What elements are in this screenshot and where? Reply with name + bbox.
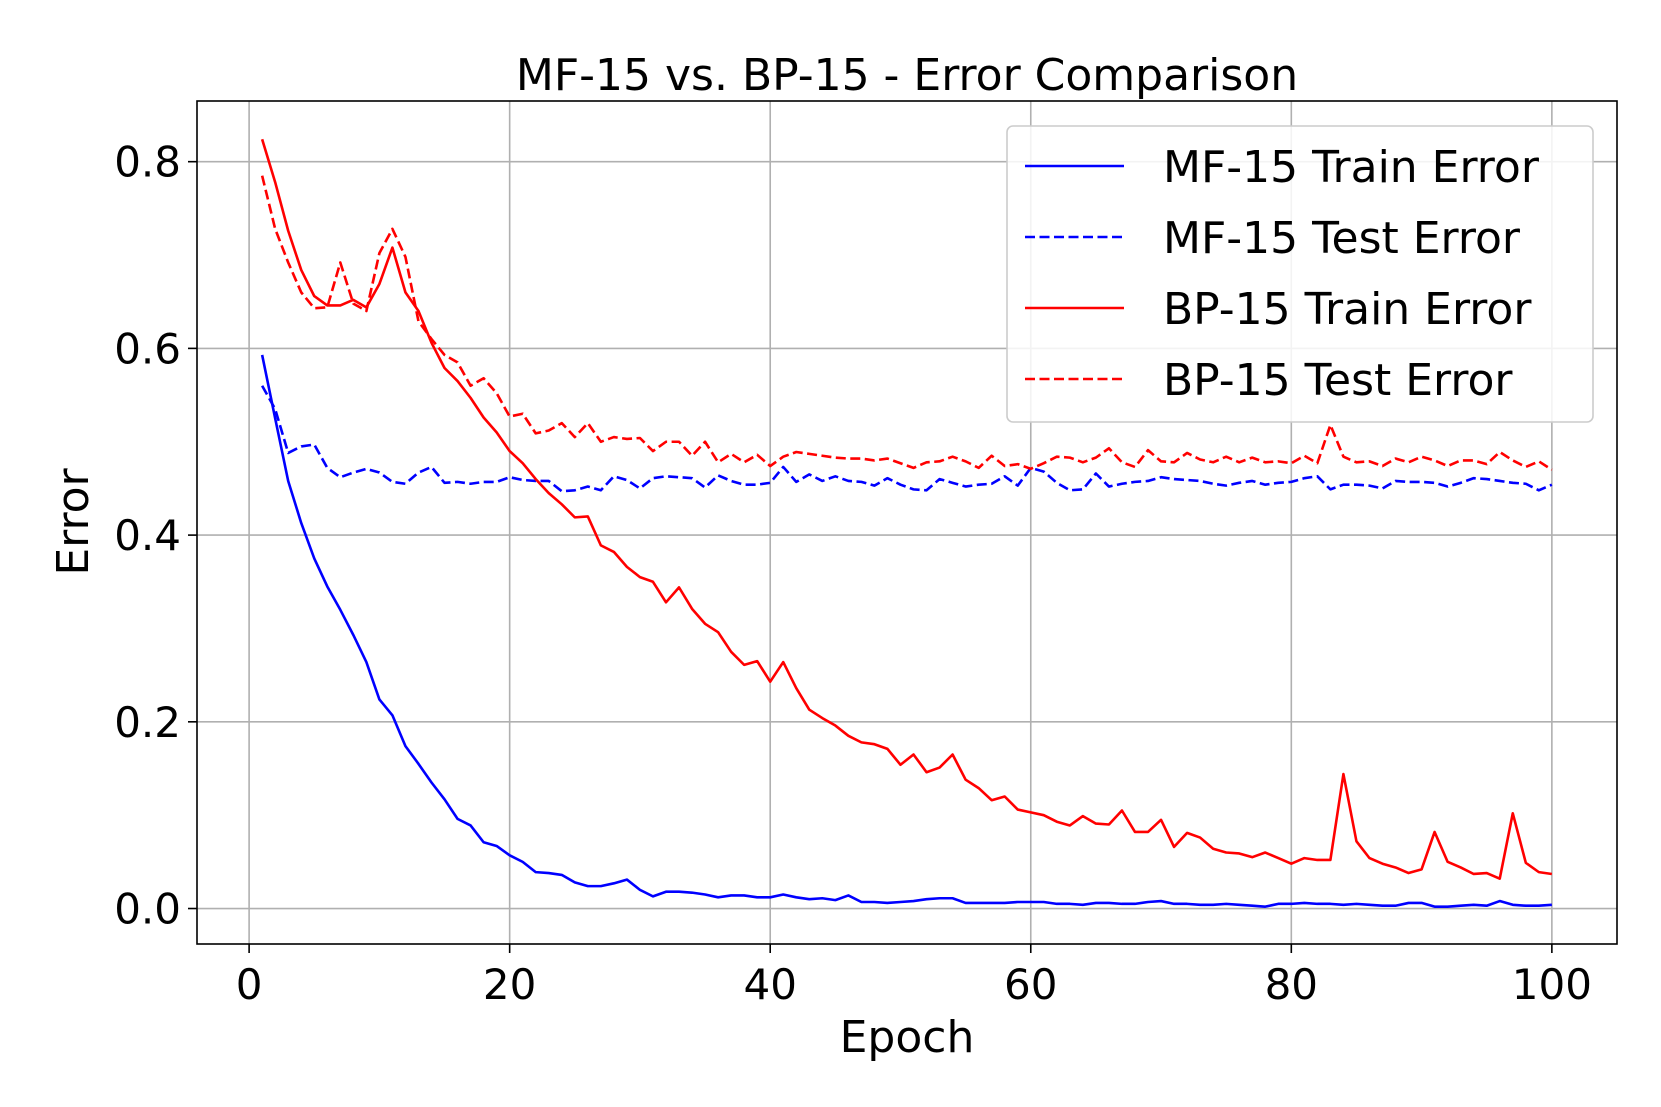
y-tick-label: 0.8 [114, 138, 181, 187]
y-tick-label: 0.4 [114, 511, 181, 560]
x-tick-label: 40 [743, 960, 796, 1009]
series-line-bp-15-test-error [260, 175, 1553, 471]
series-line-bp-15-train-error [260, 138, 1553, 880]
x-axis-label: Epoch [840, 1012, 975, 1063]
legend-box [1006, 125, 1594, 423]
y-tick-label: 0.6 [114, 324, 181, 373]
ticks: 0 20 40 60 80 100 0.0 0.2 0.4 0.6 0.8 [114, 138, 1592, 1009]
x-tick-label: 20 [483, 960, 536, 1009]
legend-label-mf-15-test-error: MF-15 Test Error [1163, 213, 1521, 264]
y-tick-label: 0.0 [114, 885, 181, 934]
x-tick-label: 80 [1265, 960, 1318, 1009]
series-line-mf-15-test-error [261, 385, 1553, 493]
series-line-mf-15-train-error [260, 354, 1552, 908]
chart-title: MF-15 vs. BP-15 - Error Comparison [516, 50, 1298, 101]
plot-frame [196, 100, 1618, 945]
x-tick-label: 0 [236, 960, 263, 1009]
legend: MF-15 Train Error MF-15 Test Error BP-15 T… [1006, 125, 1594, 423]
y-tick-label: 0.2 [114, 698, 181, 747]
legend-label-bp-15-test-error: BP-15 Test Error [1163, 355, 1513, 406]
legend-label-bp-15-train-error: BP-15 Train Error [1163, 284, 1532, 335]
x-tick-label: 100 [1512, 960, 1592, 1009]
x-tick-label: 60 [1004, 960, 1057, 1009]
y-axis-label: Error [48, 467, 99, 575]
legend-label-mf-15-train-error: MF-15 Train Error [1163, 142, 1540, 193]
series-layer [260, 138, 1553, 908]
